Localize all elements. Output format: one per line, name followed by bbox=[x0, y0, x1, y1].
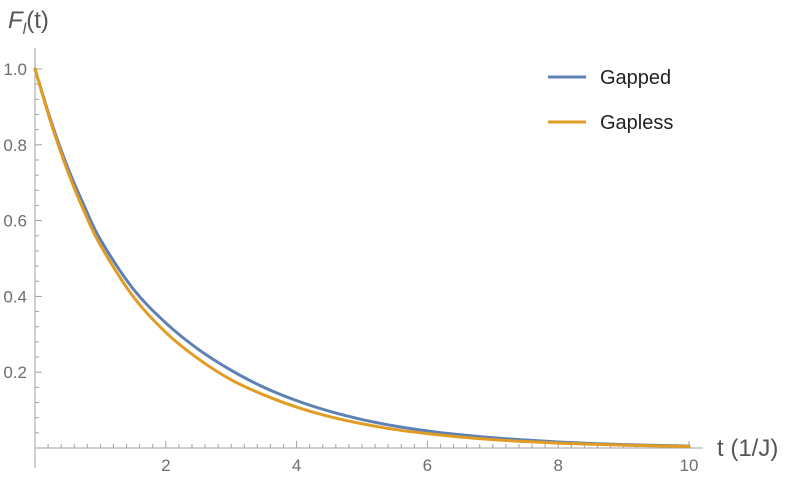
y-tick-label: 0.2 bbox=[3, 363, 27, 382]
series-line-gapped bbox=[33, 67, 691, 448]
svg-text:Fl(t): Fl(t) bbox=[8, 7, 49, 38]
y-tick-label: 0.4 bbox=[3, 287, 27, 306]
x-axis-title: t (1/J) bbox=[717, 435, 778, 462]
x-tick-label: 4 bbox=[292, 456, 301, 475]
y-tick-label: 0.6 bbox=[3, 212, 27, 231]
legend-label-gapped: Gapped bbox=[600, 67, 671, 89]
series-layer bbox=[33, 67, 691, 448]
x-tick-label: 8 bbox=[553, 456, 562, 475]
x-tick-label: 6 bbox=[423, 456, 432, 475]
axis-tick-labels: 2 4 6 8 10 0.2 0.4 0.6 0.8 1.0 bbox=[3, 60, 698, 475]
legend-label-gapless: Gapless bbox=[600, 112, 673, 134]
series-line-gapless bbox=[33, 67, 691, 448]
y-axis-title-subscript: l bbox=[23, 21, 27, 38]
y-axis-title-main: F bbox=[8, 7, 24, 34]
y-tick-label: 0.8 bbox=[3, 136, 27, 155]
legend: Gapped Gapless bbox=[548, 67, 673, 134]
y-axis-title: Fl(t) bbox=[8, 7, 49, 38]
x-tick-label: 2 bbox=[161, 456, 170, 475]
y-axis-title-tail: (t) bbox=[26, 7, 49, 34]
y-tick-label: 1.0 bbox=[3, 60, 27, 79]
x-tick-label: 10 bbox=[680, 456, 699, 475]
axis-ticks bbox=[35, 68, 690, 448]
